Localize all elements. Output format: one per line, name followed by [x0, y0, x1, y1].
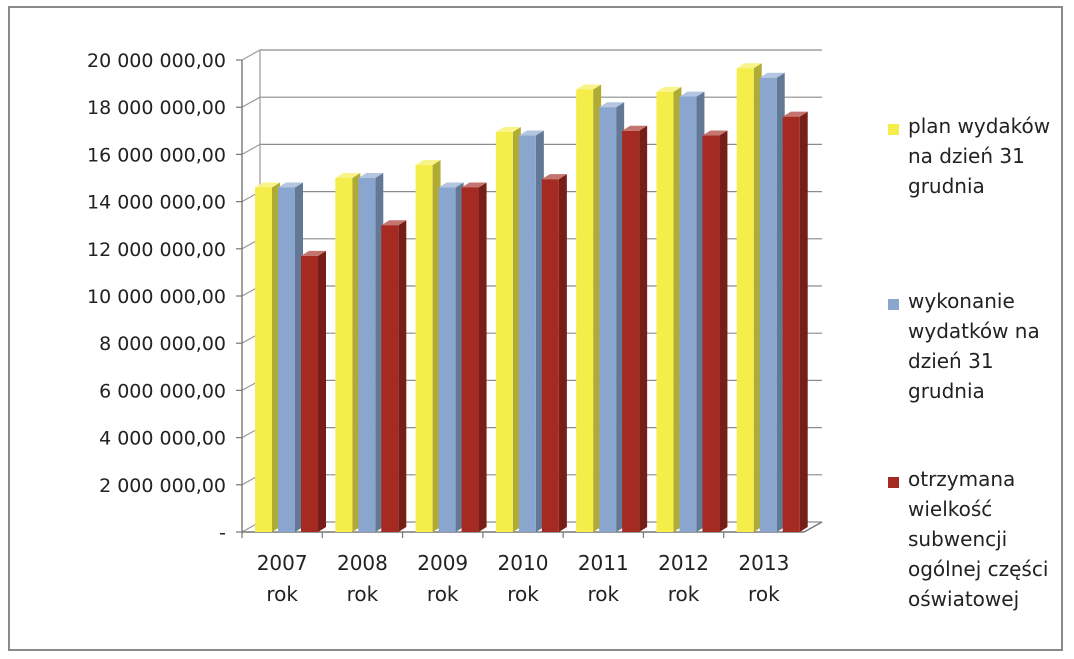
bar-3-2012-rok — [702, 130, 728, 532]
ytick-label: 2 000 000,00 — [99, 475, 226, 497]
bar-3-2008-rok — [381, 220, 407, 532]
xtick-label: 2008 rok — [337, 551, 388, 606]
ytick-label: 18 000 000,00 — [87, 97, 226, 119]
ytick-label: 14 000 000,00 — [87, 192, 226, 214]
bar-chart: - 2 000 000,00 4 000 000,00 6 000 000,00 8 0… — [87, 49, 1050, 611]
legend-entry-3: otrzymana wielkość subwencji ogólnej części… — [908, 467, 1048, 611]
bar-1-2011-rok — [576, 84, 602, 532]
ytick-label: - — [219, 522, 226, 544]
bar-2-2012-rok — [679, 91, 705, 532]
ytick-label: 8 000 000,00 — [99, 333, 226, 355]
grid-side-9 — [241, 96, 261, 108]
xtick-label: 2007 rok — [257, 551, 308, 606]
legend-swatch-3 — [888, 477, 899, 488]
bar-2-2008-rok — [358, 173, 384, 532]
grid-side-8 — [241, 143, 261, 155]
bar-1-2007-rok — [255, 182, 280, 532]
xtick-label: 2013 rok — [738, 551, 789, 606]
floor-edge — [803, 521, 823, 533]
bar-3-2009-rok — [461, 182, 487, 532]
legend-swatch-1 — [888, 124, 899, 135]
bar-2-2007-rok — [278, 182, 303, 532]
bar-3-2010-rok — [541, 174, 567, 532]
xtick-label: 2009 rok — [417, 551, 468, 606]
bar-1-2008-rok — [335, 173, 361, 532]
bar-3-2013-rok — [782, 111, 808, 532]
ytick-label: 4 000 000,00 — [99, 428, 226, 450]
legend-swatch-2 — [888, 299, 899, 310]
ytick-label: 12 000 000,00 — [87, 239, 226, 261]
xtick-label: 2011 rok — [578, 551, 629, 606]
bar-1-2012-rok — [656, 86, 682, 533]
xtick-label: 2010 rok — [498, 551, 549, 606]
bar-2-2013-rok — [759, 72, 785, 532]
bar-2-2010-rok — [518, 130, 544, 532]
bar-1-2010-rok — [495, 126, 521, 532]
bar-2-2011-rok — [599, 102, 625, 532]
bar-1-2013-rok — [736, 63, 762, 532]
bar-1-2009-rok — [415, 160, 441, 532]
ytick-label: 16 000 000,00 — [87, 144, 226, 166]
grid-side-10 — [241, 49, 261, 61]
xtick-label: 2012 rok — [658, 551, 709, 606]
bar-3-2011-rok — [622, 125, 648, 533]
legend-entry-1: plan wydaków na dzień 31 grudnia — [908, 114, 1050, 198]
ytick-label: 6 000 000,00 — [99, 380, 226, 402]
bar-2-2009-rok — [438, 182, 464, 532]
ytick-label: 10 000 000,00 — [87, 286, 226, 308]
legend-entry-2: wykonanie wydatków na dzień 31 grudnia — [908, 289, 1040, 403]
chart-frame: - 2 000 000,00 4 000 000,00 6 000 000,00 8 0… — [8, 6, 1063, 651]
ytick-label: 20 000 000,00 — [87, 50, 226, 72]
bar-3-2007-rok — [301, 250, 326, 532]
